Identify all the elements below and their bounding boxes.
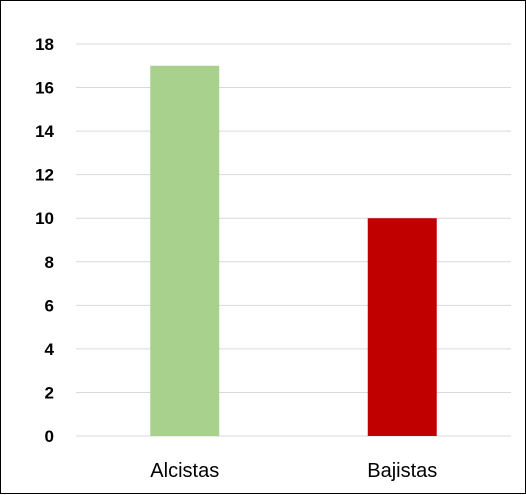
gridlines xyxy=(76,43,511,437)
y-tick-label: 8 xyxy=(45,253,54,272)
x-category-label: Bajistas xyxy=(367,460,437,482)
x-axis-category-labels: Alcistas Bajistas xyxy=(150,460,437,482)
y-tick-label: 10 xyxy=(35,209,54,228)
bars xyxy=(150,65,437,437)
bar-bajistas xyxy=(367,218,437,436)
y-tick-label: 2 xyxy=(45,383,54,402)
y-tick-label: 12 xyxy=(35,166,54,185)
x-category-label: Alcistas xyxy=(150,460,219,482)
y-tick-label: 6 xyxy=(45,296,54,315)
y-axis-tick-labels: 0 2 4 6 8 10 12 14 16 18 xyxy=(35,35,54,446)
bar-alcistas xyxy=(150,65,220,437)
y-tick-label: 16 xyxy=(35,79,54,98)
y-tick-label: 4 xyxy=(45,340,55,359)
y-tick-label: 0 xyxy=(45,427,54,446)
y-tick-label: 14 xyxy=(35,122,54,141)
y-tick-label: 18 xyxy=(35,35,54,54)
